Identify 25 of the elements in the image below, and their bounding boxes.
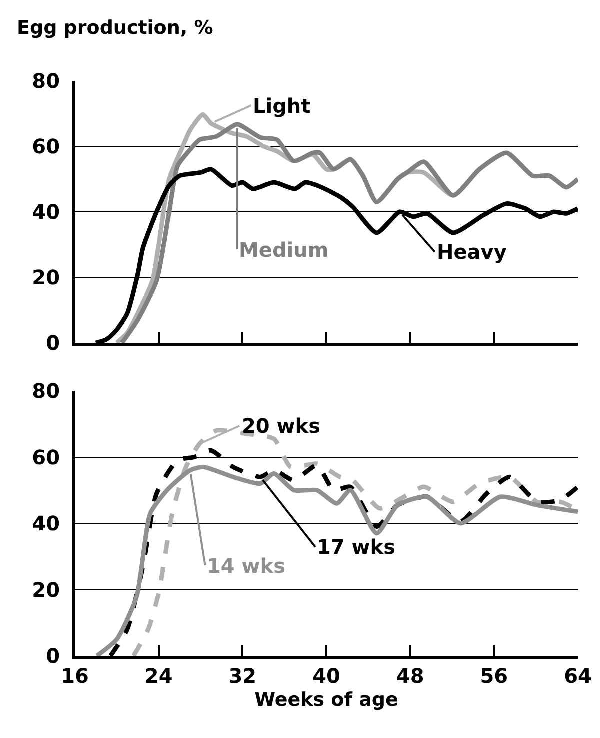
x-tick-label: 40 <box>312 664 340 688</box>
y-axis-title: Egg production, % <box>17 17 214 39</box>
y-tick-label: 80 <box>32 69 60 93</box>
y-tick-label: 40 <box>32 512 60 536</box>
x-tick-label: 24 <box>144 664 173 688</box>
y-tick-label: 20 <box>32 578 60 602</box>
y-tick-label: 0 <box>46 644 60 668</box>
y-tick-label: 0 <box>46 331 60 355</box>
x-tick-label: 16 <box>61 664 89 688</box>
x-tick-label: 48 <box>396 664 424 688</box>
y-tick-label: 60 <box>32 134 60 158</box>
text: Medium <box>239 238 329 262</box>
text: 14 wks <box>207 554 286 578</box>
series-label: 17 wks <box>317 535 396 559</box>
x-tick-label: 56 <box>480 664 508 688</box>
series-label: Heavy <box>437 240 507 264</box>
y-tick-label: 40 <box>32 200 60 224</box>
x-axis-title: Weeks of age <box>254 688 398 711</box>
legend-label: Light <box>253 94 312 118</box>
x-tick-label: 32 <box>228 664 257 688</box>
legend-label: 20 wks <box>242 414 320 438</box>
y-tick-label: 80 <box>32 379 60 403</box>
y-tick-label: 20 <box>32 266 60 290</box>
x-tick-label: 64 <box>564 664 592 688</box>
y-tick-label: 60 <box>32 445 60 470</box>
